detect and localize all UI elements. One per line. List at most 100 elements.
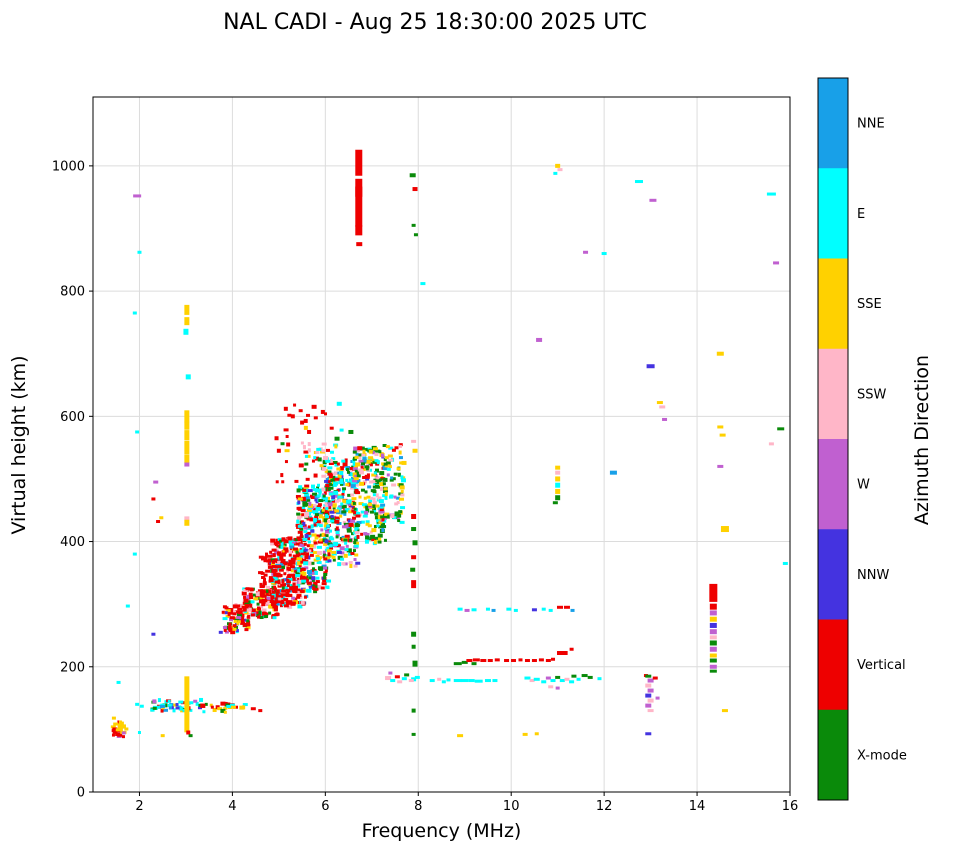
data-point bbox=[371, 458, 375, 463]
data-point bbox=[581, 674, 588, 678]
data-point bbox=[324, 487, 329, 492]
data-point bbox=[228, 611, 234, 615]
data-point bbox=[290, 561, 296, 565]
data-point bbox=[396, 467, 401, 471]
data-point bbox=[358, 456, 362, 460]
data-point bbox=[362, 476, 367, 480]
data-point bbox=[342, 487, 347, 491]
data-point bbox=[292, 554, 297, 558]
data-point bbox=[271, 592, 276, 596]
data-point bbox=[293, 566, 297, 570]
data-point bbox=[306, 454, 311, 458]
data-point bbox=[232, 627, 237, 631]
data-point bbox=[303, 530, 308, 534]
data-point bbox=[276, 448, 281, 453]
data-point bbox=[255, 595, 261, 599]
data-point bbox=[394, 446, 399, 450]
data-point bbox=[359, 470, 365, 475]
data-point bbox=[265, 592, 269, 596]
data-point bbox=[304, 566, 309, 570]
data-point bbox=[125, 604, 130, 608]
data-point bbox=[368, 449, 373, 454]
data-point bbox=[360, 466, 364, 470]
data-point bbox=[298, 564, 302, 568]
data-point bbox=[368, 503, 373, 507]
data-point bbox=[272, 575, 276, 579]
data-point bbox=[307, 489, 313, 493]
colorbar-segment bbox=[818, 439, 848, 530]
data-point bbox=[326, 480, 331, 484]
data-point bbox=[297, 524, 303, 528]
data-point bbox=[335, 544, 341, 548]
data-point bbox=[353, 487, 357, 491]
data-point bbox=[656, 401, 663, 405]
data-point bbox=[324, 412, 328, 416]
data-point bbox=[184, 676, 190, 733]
data-point bbox=[348, 522, 354, 527]
data-point bbox=[268, 576, 273, 581]
data-point bbox=[291, 573, 296, 577]
data-point bbox=[268, 611, 272, 615]
data-point bbox=[265, 569, 271, 573]
data-point bbox=[159, 516, 164, 520]
data-point bbox=[287, 600, 293, 604]
data-point bbox=[295, 542, 300, 546]
data-point bbox=[437, 677, 442, 681]
data-point bbox=[306, 552, 310, 556]
data-point bbox=[175, 703, 179, 707]
data-point bbox=[270, 542, 275, 546]
data-point bbox=[350, 552, 355, 556]
data-point bbox=[299, 589, 305, 593]
data-point bbox=[339, 471, 344, 476]
data-point bbox=[274, 597, 278, 602]
data-point bbox=[709, 646, 717, 652]
data-point bbox=[279, 539, 283, 543]
data-point bbox=[355, 561, 361, 565]
data-point bbox=[555, 488, 561, 494]
data-point bbox=[281, 585, 285, 590]
data-point bbox=[324, 569, 328, 573]
data-point bbox=[242, 622, 247, 627]
data-point bbox=[233, 620, 238, 624]
data-point bbox=[457, 607, 463, 611]
data-point bbox=[313, 521, 317, 525]
data-point bbox=[313, 456, 317, 460]
data-point bbox=[283, 406, 288, 411]
data-point bbox=[355, 186, 363, 227]
y-tick-label: 200 bbox=[60, 660, 85, 675]
data-point bbox=[230, 630, 236, 635]
data-point bbox=[183, 328, 189, 335]
data-point bbox=[340, 538, 344, 542]
data-point bbox=[336, 467, 341, 471]
data-point bbox=[184, 440, 190, 455]
data-point bbox=[286, 593, 292, 597]
data-point bbox=[548, 608, 553, 612]
data-point bbox=[576, 677, 581, 681]
data-point bbox=[277, 560, 281, 564]
data-point bbox=[274, 436, 279, 441]
data-point bbox=[246, 620, 251, 625]
data-point bbox=[343, 538, 348, 542]
data-point bbox=[299, 549, 304, 553]
y-tick-label: 800 bbox=[60, 285, 85, 300]
data-point bbox=[304, 454, 308, 458]
data-point bbox=[369, 463, 373, 467]
data-point bbox=[334, 519, 340, 524]
data-point bbox=[394, 675, 400, 679]
data-point bbox=[259, 582, 263, 586]
data-point bbox=[320, 409, 325, 414]
data-point bbox=[296, 516, 301, 520]
data-point bbox=[298, 579, 302, 584]
data-point bbox=[188, 701, 194, 705]
data-point bbox=[243, 588, 249, 592]
data-point bbox=[341, 525, 347, 529]
y-axis-label: Virtual height (km) bbox=[8, 355, 30, 535]
data-point bbox=[329, 537, 335, 541]
data-point bbox=[362, 457, 367, 461]
data-point bbox=[300, 575, 304, 579]
data-point bbox=[246, 607, 252, 612]
data-point bbox=[721, 709, 728, 713]
data-point bbox=[277, 573, 283, 577]
data-point bbox=[344, 548, 349, 552]
data-point bbox=[412, 660, 418, 667]
